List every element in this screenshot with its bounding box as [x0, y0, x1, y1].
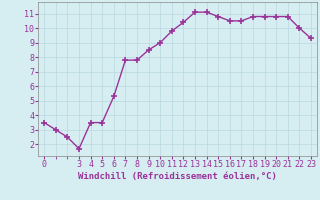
X-axis label: Windchill (Refroidissement éolien,°C): Windchill (Refroidissement éolien,°C): [78, 172, 277, 181]
